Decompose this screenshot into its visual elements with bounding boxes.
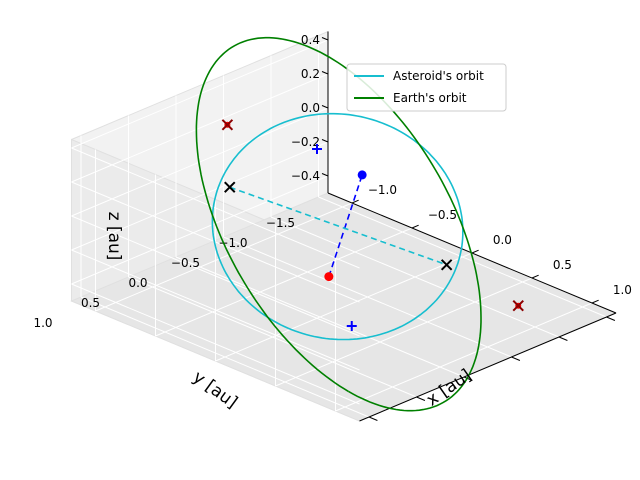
x-marker-stroke: [221, 119, 234, 131]
y-axis-label: y [au]: [189, 367, 241, 413]
dashed-segment-1: [229, 186, 447, 266]
x-tick: [471, 249, 479, 254]
y-tick-label: 0.5: [81, 296, 100, 310]
grid-z-left: [71, 107, 329, 217]
y-tick-label: −0.5: [171, 256, 200, 270]
y-tick: [416, 396, 426, 401]
z-tick-label: −0.2: [291, 135, 320, 149]
grid-z-right: [71, 283, 360, 405]
y-tick: [558, 336, 568, 341]
x-tick: [351, 199, 359, 204]
x-marker-7: [512, 299, 524, 312]
grid-z-right: [71, 147, 360, 269]
x-tick-label: −1.0: [368, 183, 397, 197]
series-layer: [195, 36, 482, 412]
z-tick-label: 0.4: [301, 33, 320, 47]
x-tick-label: 0.5: [553, 258, 572, 272]
legend-label-asteroid: Asteroid's orbit: [393, 69, 484, 83]
x-marker-6: [221, 119, 234, 131]
x-marker-stroke: [224, 181, 236, 193]
z-tick: [321, 139, 329, 143]
x-tick: [411, 224, 419, 229]
plus-marker-5: [346, 321, 357, 331]
y-tick: [368, 416, 378, 421]
marker-layer: [221, 119, 524, 331]
grid-y-floor: [318, 196, 607, 318]
z-tick-label: 0.2: [301, 67, 320, 81]
y-tick: [511, 356, 521, 361]
point-marker-0: [324, 272, 334, 282]
grid-y-floor: [128, 276, 417, 398]
point-marker-1: [357, 170, 367, 180]
x-tick: [531, 274, 539, 279]
x-marker-stroke: [440, 259, 453, 271]
grid-x-floor: [155, 227, 413, 337]
grid-x-floor: [275, 277, 533, 387]
grid-y-floor: [223, 236, 512, 358]
y-tick-label: −1.5: [266, 216, 295, 230]
grid-y-floor: [270, 216, 560, 338]
grid-z-right: [71, 215, 360, 337]
axes-panes: [70, 30, 618, 422]
y-tick-label: 1.0: [33, 316, 52, 330]
dashed-segment-0: [328, 174, 363, 277]
grid-z-right: [71, 181, 360, 303]
y-tick-label: 0.0: [128, 276, 147, 290]
y-axis-line: [359, 312, 617, 422]
z-tick-label: −0.4: [291, 169, 320, 183]
grid-y-floor: [80, 296, 370, 418]
z-tick: [321, 173, 329, 177]
x-tick-label: −0.5: [428, 208, 457, 222]
grid-z-left: [71, 73, 329, 183]
x-marker-stroke: [512, 299, 524, 312]
z-tick: [321, 71, 329, 75]
grid-z-left: [71, 175, 329, 285]
z-tick: [321, 37, 329, 41]
y-tick: [606, 316, 616, 321]
grid-z-left: [71, 39, 329, 149]
grid-z-left: [71, 141, 329, 251]
asteroid-orbit-line: [211, 112, 464, 341]
x-tick-label: 0.0: [493, 233, 512, 247]
x-marker-3: [440, 259, 453, 271]
legend: Asteroid's orbit Earth's orbit: [346, 63, 507, 112]
x-marker-2: [224, 181, 236, 193]
z-axis-label: z [au]: [104, 212, 124, 261]
legend-frame: [346, 63, 507, 112]
grid-x-floor: [215, 252, 473, 362]
x-tick: [591, 299, 599, 304]
grid-y-floor: [175, 256, 465, 378]
earth-orbit-line: [195, 36, 482, 412]
z-tick-label: 0.0: [301, 101, 320, 115]
grid-x-floor: [335, 302, 593, 412]
grid-lines: [71, 35, 607, 418]
plus-marker-4: [312, 144, 322, 154]
y-tick: [463, 376, 473, 381]
grid-z-right: [71, 249, 360, 371]
axis-ticks: −1.0−0.50.00.51.0−1.5−1.0−0.50.00.51.0−0…: [33, 31, 632, 422]
legend-label-earth: Earth's orbit: [393, 91, 467, 105]
grid-x-floor: [95, 202, 353, 312]
x-tick-label: 1.0: [613, 283, 632, 297]
z-tick: [321, 105, 329, 109]
